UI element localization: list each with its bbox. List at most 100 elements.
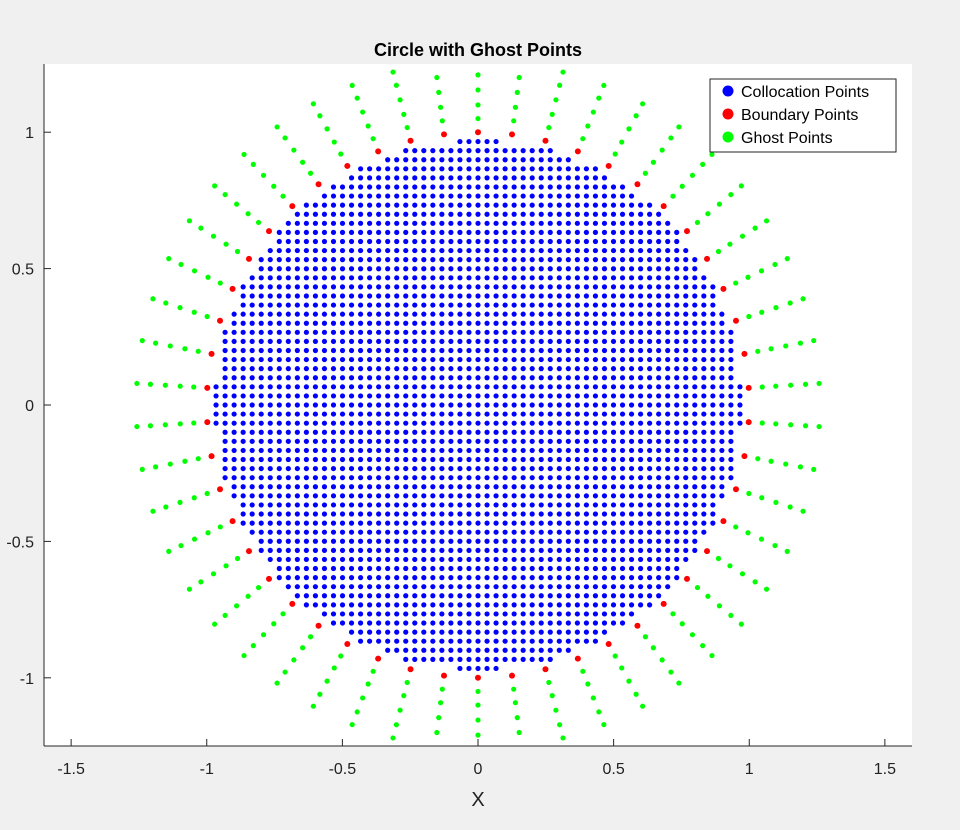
collocation-point	[385, 193, 391, 199]
collocation-point	[348, 465, 355, 472]
collocation-point	[538, 229, 544, 235]
collocation-point	[403, 493, 409, 499]
collocation-point	[601, 220, 608, 226]
collocation-point	[502, 220, 508, 226]
collocation-point	[339, 529, 346, 535]
collocation-point	[448, 266, 454, 272]
collocation-point	[710, 320, 716, 326]
collocation-point	[303, 238, 309, 245]
collocation-point	[448, 402, 454, 408]
collocation-point	[348, 402, 355, 408]
collocation-point	[294, 593, 300, 599]
collocation-point	[330, 438, 337, 444]
collocation-point	[357, 356, 364, 363]
collocation-point	[385, 366, 391, 372]
collocation-point	[565, 493, 571, 499]
collocation-point	[475, 247, 481, 254]
collocation-point	[285, 366, 291, 372]
collocation-point	[493, 593, 499, 599]
ghost-point	[733, 524, 739, 530]
collocation-point	[249, 311, 255, 317]
ghost-point	[162, 382, 168, 388]
collocation-point	[457, 475, 463, 481]
collocation-point	[421, 202, 427, 208]
collocation-point	[439, 520, 445, 526]
collocation-point	[556, 556, 562, 563]
collocation-point	[556, 238, 562, 245]
collocation-point	[330, 193, 337, 199]
collocation-point	[357, 602, 364, 608]
ghost-point	[360, 109, 366, 115]
collocation-point	[249, 493, 255, 499]
ghost-point	[223, 563, 229, 569]
collocation-point	[692, 529, 698, 535]
collocation-point	[628, 375, 635, 381]
collocation-point	[701, 338, 707, 345]
collocation-point	[394, 384, 400, 390]
collocation-point	[475, 193, 481, 199]
collocation-point	[421, 456, 427, 463]
collocation-point	[574, 420, 580, 426]
collocation-point	[619, 247, 626, 254]
ghost-point	[212, 183, 218, 189]
ghost-point	[438, 104, 444, 110]
collocation-point	[565, 266, 571, 272]
collocation-point	[583, 529, 589, 535]
collocation-point	[403, 347, 409, 354]
collocation-point	[421, 484, 427, 490]
collocation-point	[556, 202, 562, 208]
ghost-point	[195, 456, 201, 462]
collocation-point	[339, 284, 346, 290]
collocation-point	[692, 347, 698, 354]
ghost-point	[250, 161, 256, 167]
collocation-point	[348, 329, 355, 335]
collocation-point	[710, 284, 716, 290]
collocation-point	[484, 284, 490, 290]
collocation-point	[692, 284, 698, 290]
collocation-point	[385, 311, 391, 317]
collocation-point	[412, 302, 418, 308]
collocation-point	[601, 320, 608, 326]
collocation-point	[592, 584, 599, 590]
collocation-point	[583, 565, 589, 572]
collocation-point	[529, 384, 535, 390]
collocation-point	[619, 302, 626, 308]
collocation-point	[520, 438, 526, 444]
collocation-point	[376, 384, 382, 390]
collocation-point	[376, 329, 382, 335]
collocation-point	[321, 302, 328, 308]
collocation-point	[511, 656, 517, 662]
collocation-point	[376, 529, 382, 535]
collocation-point	[376, 284, 382, 290]
collocation-point	[357, 393, 364, 399]
collocation-point	[457, 347, 463, 354]
collocation-point	[610, 347, 617, 354]
collocation-point	[583, 629, 589, 635]
collocation-point	[394, 456, 400, 463]
collocation-point	[484, 447, 490, 454]
collocation-point	[475, 638, 481, 644]
collocation-point	[339, 438, 346, 444]
collocation-point	[475, 484, 481, 490]
collocation-point	[321, 611, 328, 617]
boundary-point	[289, 203, 296, 210]
collocation-point	[656, 411, 662, 417]
collocation-point	[547, 238, 553, 245]
collocation-point	[321, 320, 328, 326]
collocation-point	[394, 166, 400, 172]
collocation-point	[466, 347, 472, 354]
collocation-point	[710, 411, 716, 417]
collocation-point	[312, 484, 319, 490]
collocation-point	[601, 211, 608, 217]
ghost-point	[700, 161, 706, 167]
collocation-point	[294, 311, 300, 317]
collocation-point	[367, 602, 373, 608]
collocation-point	[285, 384, 291, 390]
collocation-point	[637, 447, 644, 454]
ghost-point	[234, 248, 241, 255]
collocation-point	[466, 338, 472, 345]
collocation-point	[330, 338, 337, 345]
ghost-point	[182, 346, 188, 352]
collocation-point	[285, 556, 291, 563]
collocation-point	[357, 402, 364, 408]
